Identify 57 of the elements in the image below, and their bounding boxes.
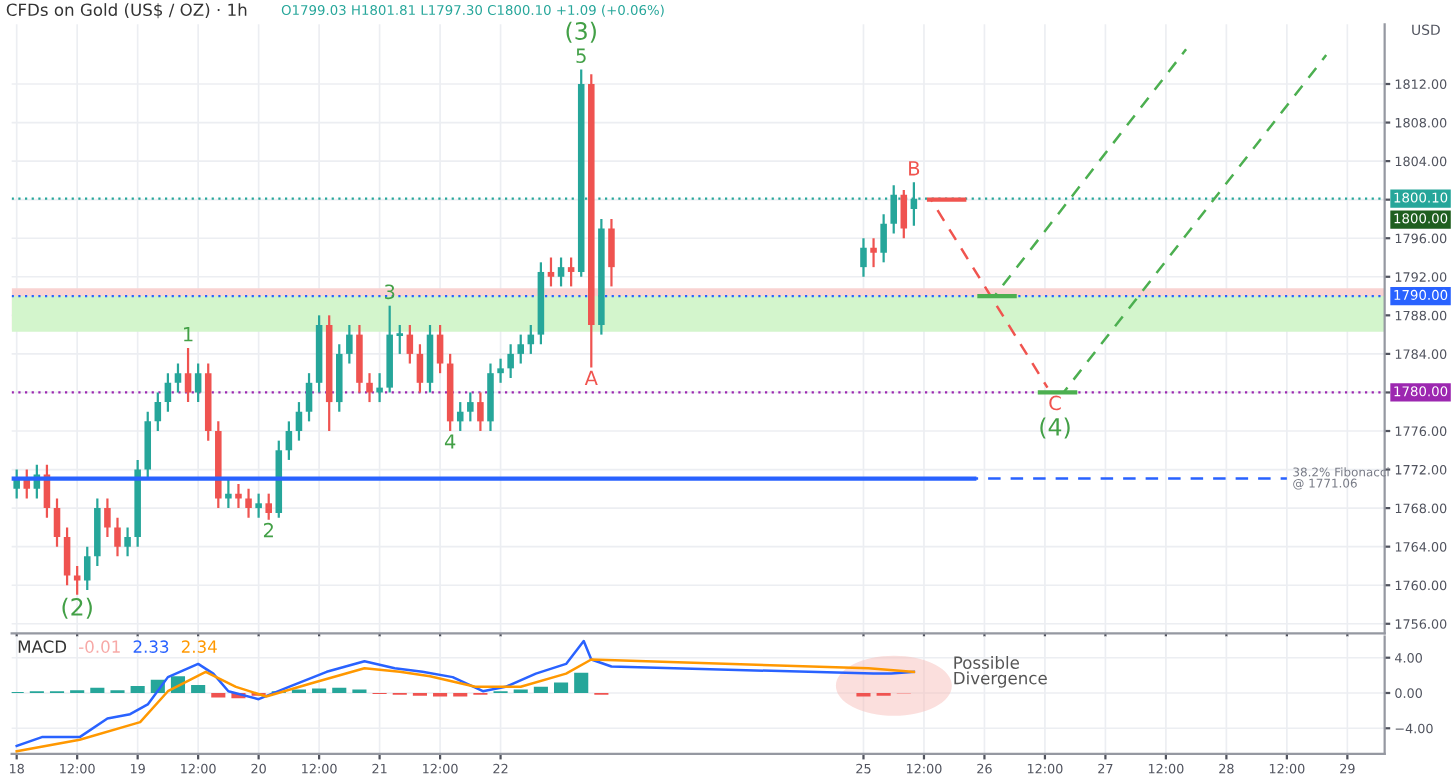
candlestick [104,497,111,539]
annotation: 2.34 [181,640,217,653]
bar [211,692,226,698]
candlestick [164,372,172,413]
chart-title: CFDs on Gold (US$ / OZ) · 1h [6,3,247,19]
candlestick [295,400,303,442]
bar [191,685,206,693]
annotation: (4) [1040,417,1070,439]
candlestick [477,391,484,433]
candlestick [194,362,202,404]
candlestick [184,347,192,404]
annotation: 2 [263,522,273,538]
candlestick [174,362,182,394]
candlestick [517,333,525,365]
annotation: 3 [384,284,395,300]
annotation: 4 [444,434,456,449]
candlestick [456,400,464,433]
candlestick [436,323,444,375]
candlestick [497,357,504,384]
candlestick [366,372,373,404]
candlestick [567,256,575,288]
candlestick [416,343,424,394]
candlestick [547,256,555,288]
candlestick [608,217,615,288]
candlestick [507,343,514,380]
annotation: 1 [184,327,193,342]
annotation: 2.33 [133,640,169,653]
candlestick [305,372,313,423]
candlestick [255,492,262,519]
candlestick [406,323,414,365]
annotation: 5 [576,48,586,63]
candlestick [114,516,121,558]
candlestick [285,420,293,462]
annotation: Possible Divergence [954,656,1047,688]
bar [554,682,569,693]
candlestick [265,492,272,521]
chart-title: MACD [18,640,67,653]
bar [130,685,145,693]
candlestick [63,526,71,587]
candlestick [346,323,353,365]
candlestick [124,526,131,558]
candlestick [245,487,252,519]
bar [574,672,589,693]
candlestick [83,545,91,592]
candlestick [467,391,474,423]
bar [332,687,347,693]
candlestick [154,391,162,433]
candlestick [53,497,61,548]
annotation: -0.01 [79,640,120,653]
annotation: B [909,161,920,176]
bar [533,686,548,693]
annotation: C [1049,395,1061,411]
candlestick [557,256,565,288]
annotation: (3) [566,21,596,43]
bar [90,687,105,693]
annotation: A [584,370,598,385]
annotation: (2) [62,597,92,619]
